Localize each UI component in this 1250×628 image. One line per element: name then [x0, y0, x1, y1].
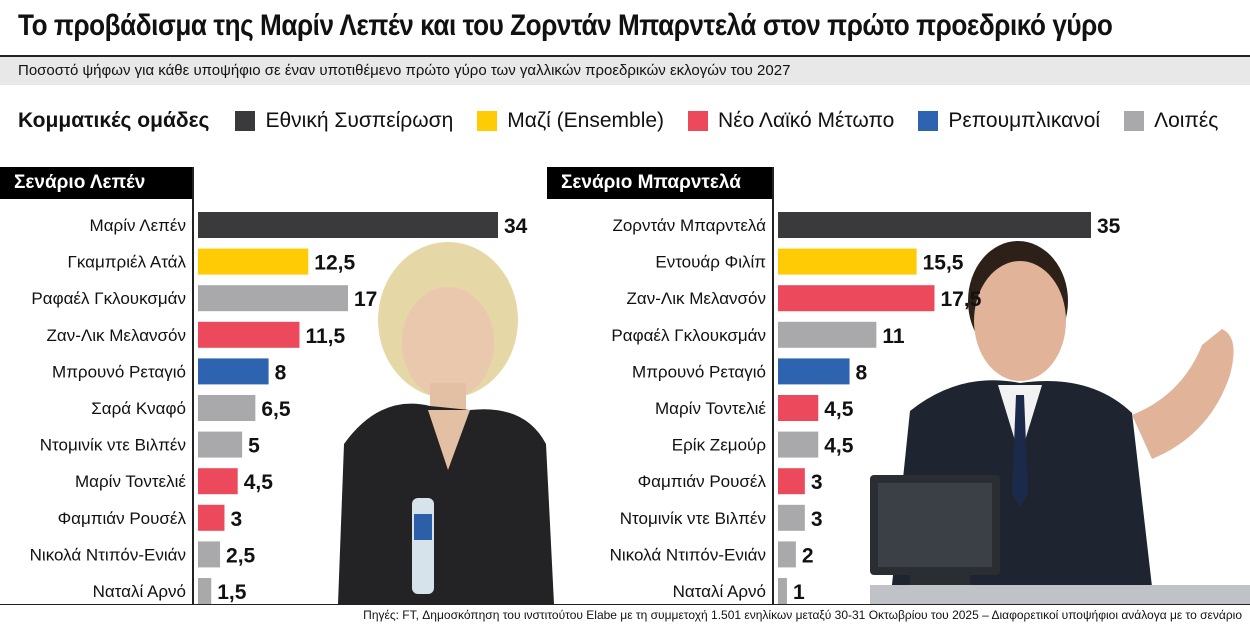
category-label: Ζαν-Λικ Μελανσόν [47, 326, 187, 345]
bar [198, 431, 243, 458]
bar [778, 285, 935, 312]
legend-label: Μαζί (Ensemble) [507, 109, 665, 132]
value-label: 11 [882, 325, 905, 348]
legend: Κομματικές ομάδες Εθνική Συσπείρωση Μαζί… [18, 105, 1242, 137]
page-title: Το προβάδισμα της Μαρίν Λεπέν και του Ζο… [18, 9, 1113, 42]
bar [778, 468, 805, 495]
bar [198, 504, 225, 531]
lepen-photo [320, 208, 560, 604]
legend-swatch [1124, 111, 1145, 131]
category-label: Μπρουνό Ρεταγιό [52, 362, 186, 381]
category-label: Ζαν-Λικ Μελανσόν [627, 289, 767, 308]
value-label: 17,5 [941, 288, 982, 311]
value-label: 2,5 [226, 544, 256, 567]
bar [198, 468, 238, 495]
legend-item-new-popular-front: Νέο Λαϊκό Μέτωπο [688, 109, 894, 133]
legend-label: Εθνική Συσπείρωση [265, 109, 454, 132]
bar [778, 212, 1091, 238]
bar [198, 395, 256, 421]
value-label: 8 [275, 361, 287, 384]
panel-label-bardella: Σενάριο Μπαρντελά [547, 167, 772, 199]
category-label: Ζορντάν Μπαρντελά [612, 216, 766, 235]
bar [198, 285, 348, 312]
bar [778, 504, 805, 531]
bar [778, 395, 819, 421]
bar [778, 321, 877, 348]
title-rule [0, 55, 1250, 57]
legend-swatch [688, 111, 709, 131]
bottom-rule [0, 604, 1250, 605]
category-label: Γκαμπριέλ Ατάλ [68, 253, 187, 272]
bar [198, 248, 309, 275]
value-label: 15,5 [923, 252, 964, 275]
source-note: Πηγές: FT, Δημοσκόπηση του ινστιτούτου E… [363, 608, 1242, 622]
category-label: Ντομινίκ ντε Βιλπέν [40, 436, 186, 455]
value-label: 12,5 [314, 252, 355, 275]
bar [198, 358, 269, 385]
value-label: 8 [856, 361, 868, 384]
value-label: 3 [811, 471, 823, 494]
subtitle: Ποσοστό ψήφων για κάθε υποψήφιο σε έναν … [0, 57, 1250, 85]
value-label: 3 [230, 508, 242, 531]
category-label: Φαμπιάν Ρουσέλ [638, 472, 767, 491]
bar [198, 578, 212, 604]
legend-item-ensemble: Μαζί (Ensemble) [477, 109, 664, 133]
bar [778, 358, 850, 385]
value-label: 1 [793, 581, 805, 604]
axis-line-lepen [192, 167, 194, 604]
value-label: 17 [354, 288, 377, 311]
value-label: 34 [504, 215, 528, 238]
legend-title: Κομματικές ομάδες [18, 109, 210, 132]
legend-swatch [477, 111, 498, 131]
category-label: Μαρίν Τοντελιέ [655, 399, 766, 418]
category-label: Νικολά Ντιπόν-Ενιάν [610, 545, 766, 564]
value-label: 4,5 [824, 398, 854, 421]
category-label: Μαρίν Λεπέν [90, 216, 186, 235]
category-label: Ναταλί Αρνό [93, 582, 186, 601]
category-label: Ραφαέλ Γκλουκσμάν [611, 326, 766, 345]
value-label: 35 [1097, 215, 1121, 238]
bar [198, 212, 498, 238]
category-label: Ραφαέλ Γκλουκσμάν [31, 289, 186, 308]
legend-item-national-rally: Εθνική Συσπείρωση [235, 109, 453, 133]
category-label: Μπρουνό Ρεταγιό [632, 362, 766, 381]
axis-line-bardella [772, 167, 774, 604]
bar [198, 321, 300, 348]
value-label: 6,5 [261, 398, 291, 421]
panel-label-lepen: Σενάριο Λεπέν [0, 167, 192, 199]
bar [778, 248, 917, 275]
value-label: 4,5 [824, 435, 854, 458]
value-label: 4,5 [244, 471, 274, 494]
value-label: 3 [811, 508, 823, 531]
category-label: Φαμπιάν Ρουσέλ [58, 509, 187, 528]
category-label: Ναταλί Αρνό [673, 582, 766, 601]
bar [778, 541, 796, 568]
category-label: Σαρά Κναφό [91, 399, 186, 418]
legend-item-others: Λοιπές [1124, 109, 1218, 133]
legend-swatch [235, 111, 256, 131]
bar [778, 431, 819, 458]
bardella-photo [870, 225, 1250, 604]
legend-item-republicans: Ρεπουμπλικανοί [918, 109, 1100, 133]
legend-label: Λοιπές [1154, 109, 1219, 132]
bar [198, 541, 221, 568]
bar [778, 578, 787, 604]
value-label: 1,5 [217, 581, 247, 604]
category-label: Εντουάρ Φιλίπ [655, 253, 766, 272]
value-label: 11,5 [305, 325, 345, 348]
category-label: Νικολά Ντιπόν-Ενιάν [30, 545, 186, 564]
category-label: Μαρίν Τοντελιέ [75, 472, 186, 491]
legend-swatch [918, 111, 939, 131]
legend-label: Ρεπουμπλικανοί [948, 109, 1101, 132]
category-label: Ερίκ Ζεμούρ [672, 436, 766, 455]
value-label: 5 [248, 435, 260, 458]
value-label: 2 [802, 544, 814, 567]
legend-label: Νέο Λαϊκό Μέτωπο [718, 109, 895, 132]
category-label: Ντομινίκ ντε Βιλπέν [620, 509, 766, 528]
